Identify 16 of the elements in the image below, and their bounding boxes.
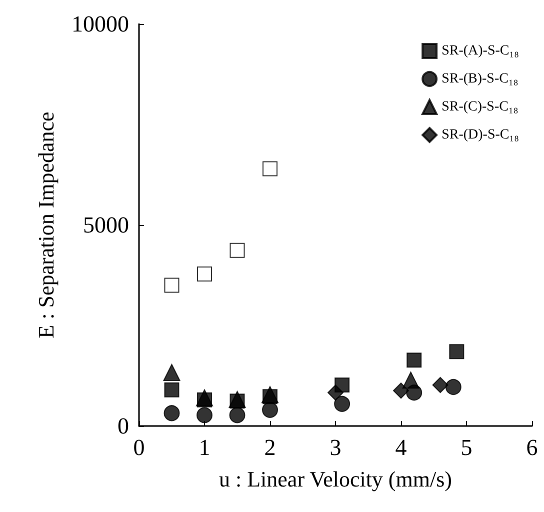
x-tick-label: 5 <box>460 435 472 460</box>
y-tick-label: 5000 <box>83 212 129 238</box>
x-tick-label: 6 <box>526 435 538 460</box>
x-tick-label: 3 <box>330 435 342 460</box>
x-tick-label: 0 <box>133 435 145 460</box>
legend-label: SR-(A)-S-C₁₈ <box>442 44 520 58</box>
legend-label: SR-(B)-S-C₁₈ <box>442 72 518 86</box>
x-axis-title: u : Linear Velocity (mm/s) <box>219 466 452 492</box>
x-tick-label: 1 <box>198 435 210 460</box>
y-tick-label: 0 <box>118 414 129 438</box>
y-tick-label: 10000 <box>72 12 129 36</box>
y-axis-title: E : Separation Impedance <box>34 112 58 338</box>
legend-label: SR-(D)-S-C₁₈ <box>442 128 520 142</box>
x-tick-label: 4 <box>395 435 408 460</box>
legend-label: SR-(C)-S-C₁₈ <box>442 100 518 114</box>
x-tick-label: 2 <box>264 435 276 460</box>
